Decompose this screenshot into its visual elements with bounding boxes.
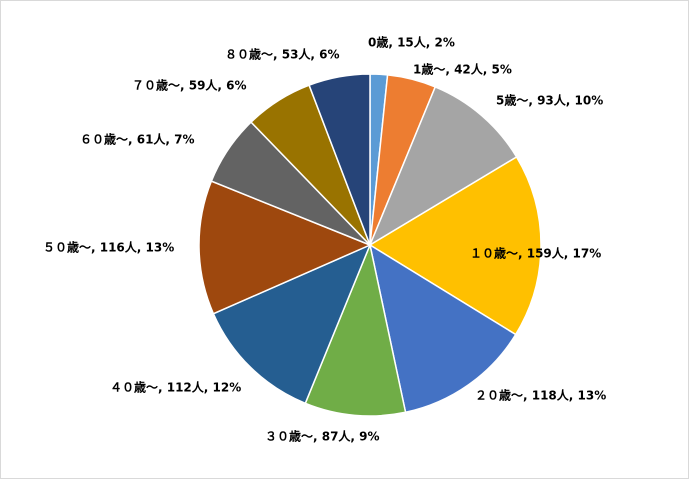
pie-slice: [368, 243, 517, 414]
data-label: １０歳～, 159人, 17%: [470, 246, 601, 261]
data-label: 1歳～, 42人, 5%: [413, 62, 512, 77]
pie-slice: [304, 242, 407, 417]
data-label: ６０歳～, 61人, 7%: [80, 132, 195, 147]
data-label: ２０歳～, 118人, 13%: [475, 388, 606, 403]
pie-slice: [308, 73, 371, 246]
data-label: ４０歳～, 112人, 12%: [110, 380, 241, 395]
data-label: ３０歳～, 87人, 9%: [265, 429, 380, 444]
pie-slice: [212, 243, 372, 405]
data-label: ５０歳～, 116人, 13%: [43, 240, 174, 255]
data-label: ７０歳～, 59人, 6%: [132, 78, 247, 93]
pie-slice: [368, 85, 518, 247]
data-label: 5歳～, 93人, 10%: [496, 93, 603, 108]
data-label: ８０歳～, 53人, 6%: [225, 47, 340, 62]
data-label: 0歳, 15人, 2%: [368, 35, 455, 50]
pie-slice: [368, 155, 542, 336]
pie-slice: [198, 180, 372, 315]
